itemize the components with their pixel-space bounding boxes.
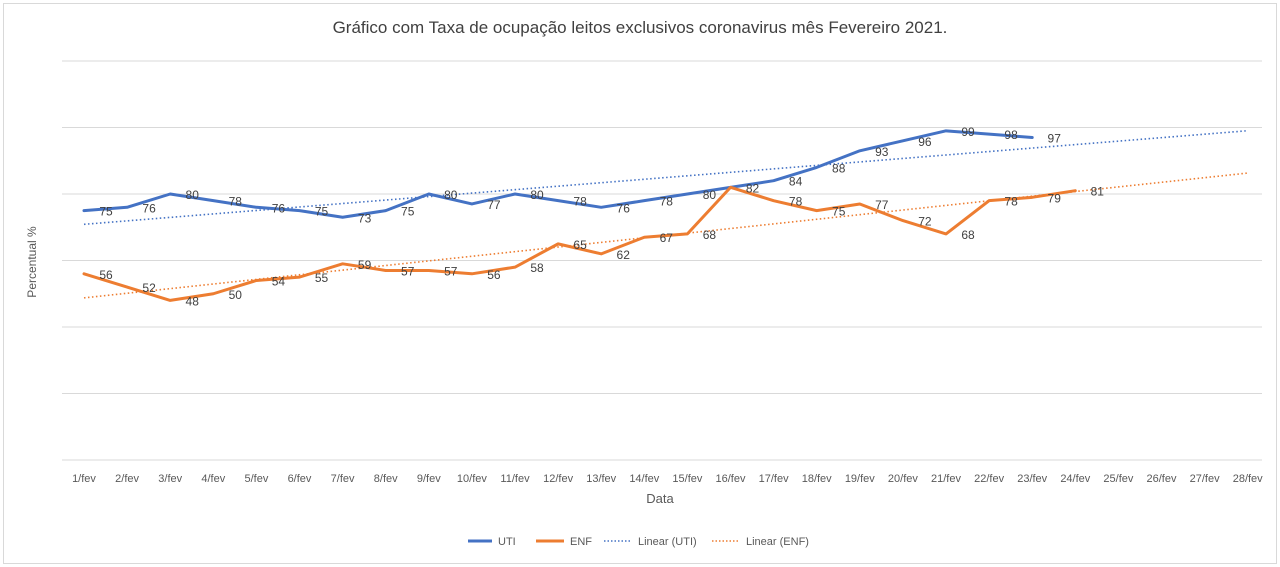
data-label-uti: 93 xyxy=(875,145,889,159)
x-tick-label: 11/fev xyxy=(500,473,530,485)
series-line-enf xyxy=(82,185,1077,302)
x-tick-label: 10/fev xyxy=(457,473,487,485)
data-label-enf: 56 xyxy=(99,268,113,282)
x-tick-label: 21/fev xyxy=(931,473,961,485)
data-label-uti: 78 xyxy=(229,195,243,209)
x-tick-label: 22/fev xyxy=(974,473,1004,485)
data-label-uti: 97 xyxy=(1048,131,1062,145)
data-label-uti: 80 xyxy=(703,188,717,202)
data-label-uti: 73 xyxy=(358,211,372,225)
x-tick-label: 2/fev xyxy=(115,473,139,485)
data-label-enf: 81 xyxy=(1091,185,1105,199)
x-tick-label: 1/fev xyxy=(72,473,96,485)
legend-label: Linear (UTI) xyxy=(638,536,697,548)
x-tick-label: 26/fev xyxy=(1147,473,1177,485)
data-label-enf: 65 xyxy=(573,238,587,252)
data-label-enf: 77 xyxy=(875,198,889,212)
x-tick-label: 4/fev xyxy=(201,473,225,485)
data-label-enf: 57 xyxy=(444,264,458,278)
data-label-enf: 67 xyxy=(660,231,674,245)
data-label-uti: 99 xyxy=(961,125,975,139)
x-tick-label: 12/fev xyxy=(543,473,573,485)
x-tick-label: 25/fev xyxy=(1103,473,1133,485)
gridlines xyxy=(62,60,1262,461)
data-label-enf: 58 xyxy=(530,261,544,275)
data-label-uti: 78 xyxy=(660,195,674,209)
trendline-uti xyxy=(83,129,1248,226)
data-label-uti: 82 xyxy=(746,181,760,195)
legend-label: Linear (ENF) xyxy=(746,536,809,548)
trendlines xyxy=(83,129,1248,299)
x-tick-label: 15/fev xyxy=(672,473,702,485)
data-label-enf: 48 xyxy=(186,294,200,308)
data-label-uti: 96 xyxy=(918,135,932,149)
data-label-enf: 72 xyxy=(918,215,932,229)
data-label-enf: 59 xyxy=(358,258,372,272)
data-label-uti: 80 xyxy=(186,188,200,202)
x-tick-labels: 1/fev 2/fev 3/fev 4/fev 5/fev 6/fev 7/fev 8/fev… xyxy=(72,473,1263,485)
data-label-enf: 79 xyxy=(1048,191,1062,205)
x-tick-label: 20/fev xyxy=(888,473,918,485)
x-tick-label: 17/fev xyxy=(759,473,789,485)
series-lines xyxy=(82,129,1077,302)
data-label-uti: 75 xyxy=(99,205,113,219)
x-tick-label: 19/fev xyxy=(845,473,875,485)
legend: UTI ENF Linear (UTI) Linear (ENF) xyxy=(468,536,809,548)
data-label-uti: 84 xyxy=(789,175,803,189)
x-tick-label: 28/fev xyxy=(1233,473,1263,485)
data-label-enf: 75 xyxy=(832,205,846,219)
data-label-enf: 68 xyxy=(703,228,717,242)
legend-label: UTI xyxy=(498,536,516,548)
data-label-enf: 57 xyxy=(401,264,415,278)
x-tick-label: 16/fev xyxy=(716,473,746,485)
data-label-enf: 52 xyxy=(142,281,156,295)
data-label-uti: 98 xyxy=(1004,128,1018,142)
series-line-uti xyxy=(82,129,1034,219)
data-label-enf: 56 xyxy=(487,268,501,282)
chart-title: Gráfico com Taxa de ocupação leitos excl… xyxy=(332,18,948,37)
y-axis-label: Percentual % xyxy=(25,226,39,298)
x-tick-label: 13/fev xyxy=(586,473,616,485)
x-tick-label: 27/fev xyxy=(1190,473,1220,485)
data-label-uti: 80 xyxy=(444,188,458,202)
data-label-uti: 88 xyxy=(832,161,846,175)
data-label-enf: 68 xyxy=(961,228,975,242)
data-label-enf: 62 xyxy=(617,248,631,262)
data-label-enf: 55 xyxy=(315,271,329,285)
x-tick-label: 14/fev xyxy=(629,473,659,485)
data-label-uti: 75 xyxy=(401,205,415,219)
data-label-uti: 78 xyxy=(573,195,587,209)
data-label-enf: 78 xyxy=(789,195,803,209)
x-tick-label: 24/fev xyxy=(1060,473,1090,485)
data-label-enf: 50 xyxy=(229,288,243,302)
x-tick-label: 8/fev xyxy=(374,473,398,485)
data-label-uti: 75 xyxy=(315,205,329,219)
legend-label: ENF xyxy=(570,536,592,548)
x-tick-label: 18/fev xyxy=(802,473,832,485)
data-label-uti: 76 xyxy=(272,201,286,215)
x-tick-label: 9/fev xyxy=(417,473,441,485)
data-label-enf: 54 xyxy=(272,274,286,288)
data-label-uti: 76 xyxy=(142,201,156,215)
x-tick-label: 7/fev xyxy=(331,473,355,485)
data-label-uti: 76 xyxy=(617,201,631,215)
data-label-uti: 80 xyxy=(530,188,544,202)
x-tick-label: 3/fev xyxy=(158,473,182,485)
data-label-uti: 77 xyxy=(487,198,501,212)
x-tick-label: 5/fev xyxy=(244,473,268,485)
x-tick-label: 6/fev xyxy=(288,473,312,485)
x-axis-label: Data xyxy=(646,491,674,506)
data-label-enf: 78 xyxy=(1004,195,1018,209)
x-tick-label: 23/fev xyxy=(1017,473,1047,485)
data-labels: 75 76 80 78 76 75 73 75 80 77 80 78 76 78 80 82 84 88 93 96… xyxy=(99,125,1104,309)
